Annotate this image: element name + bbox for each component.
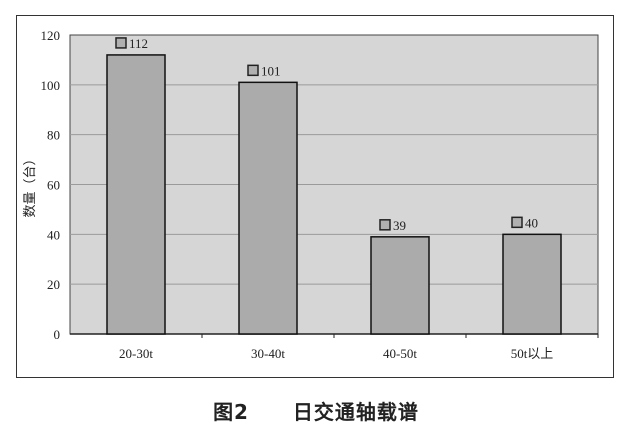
figure-number: 图2 xyxy=(213,400,249,424)
data-label-marker xyxy=(115,37,127,49)
bar-30-40t xyxy=(238,81,298,335)
data-label: 112 xyxy=(129,36,148,51)
y-tick-label: 0 xyxy=(54,327,61,342)
bar-40-50t xyxy=(370,236,430,335)
y-tick-label: 40 xyxy=(47,227,60,242)
data-label-marker xyxy=(511,216,523,229)
data-label-marker xyxy=(247,64,259,77)
bar-50t以上 xyxy=(502,233,562,335)
x-tick-label: 30-40t xyxy=(251,346,285,361)
bar-20-30t xyxy=(106,54,166,335)
data-label: 40 xyxy=(525,215,538,230)
figure-title: 日交通轴载谱 xyxy=(292,400,419,424)
y-tick-label: 120 xyxy=(41,28,61,43)
data-label: 39 xyxy=(393,218,406,233)
figure-caption: 图2 日交通轴载谱 xyxy=(0,396,632,425)
y-tick-label: 20 xyxy=(47,277,60,292)
y-axis-label: 数量（台） xyxy=(23,152,38,217)
y-tick-label: 100 xyxy=(41,78,61,93)
y-tick-label: 60 xyxy=(47,178,60,193)
x-tick-label: 50t以上 xyxy=(511,346,554,361)
x-tick-label: 20-30t xyxy=(119,346,153,361)
data-label-marker xyxy=(379,219,391,231)
y-tick-label: 80 xyxy=(47,128,60,143)
data-label: 101 xyxy=(261,63,281,78)
x-tick-label: 40-50t xyxy=(383,346,417,361)
